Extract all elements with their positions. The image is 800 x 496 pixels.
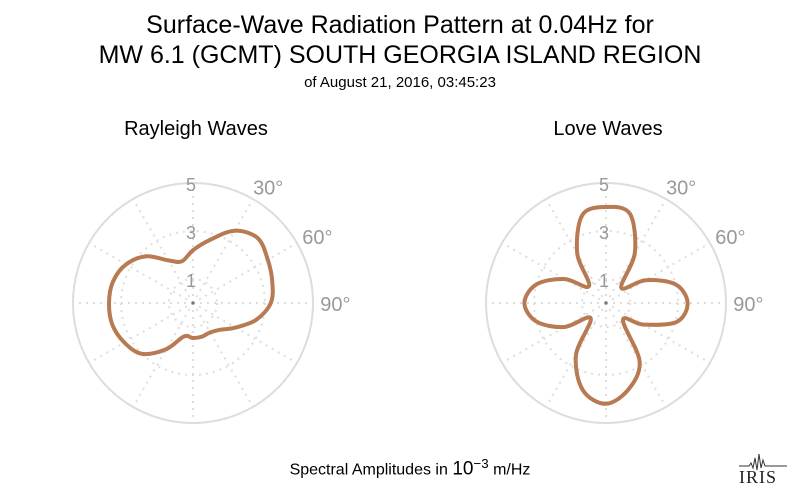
- radial-tick-label: 5: [186, 175, 196, 195]
- units-prefix: Spectral Amplitudes in: [289, 461, 453, 479]
- angular-spoke: [501, 302, 607, 364]
- angle-tick-label: 30°: [666, 178, 696, 200]
- radial-tick-label: 3: [599, 223, 609, 243]
- angular-spoke: [605, 198, 667, 304]
- radiation-pattern-curve: [106, 228, 275, 357]
- chart-title-event: MW 6.1 (GCMT) SOUTH GEORGIA ISLAND REGIO…: [98, 41, 702, 69]
- radial-tick-label: 1: [599, 271, 609, 291]
- chart-title: Surface-Wave Radiation Pattern at 0.04Hz…: [146, 11, 654, 39]
- center-point: [604, 301, 608, 305]
- angle-tick-label: 90°: [733, 294, 763, 316]
- radial-tick-label: 1: [186, 271, 196, 291]
- angular-spoke: [192, 302, 254, 408]
- love-polar-plot: 1 3 5 30° 60° 90°: [485, 175, 764, 424]
- angular-spoke: [545, 198, 607, 304]
- radial-tick-label: 3: [186, 223, 196, 243]
- angular-spoke: [132, 198, 194, 304]
- angle-tick-label: 90°: [320, 294, 350, 316]
- angular-spoke: [605, 302, 667, 408]
- angle-tick-label: 30°: [253, 178, 283, 200]
- chart-subtitle: of August 21, 2016, 03:45:23: [304, 74, 496, 91]
- units-base: 10: [452, 458, 474, 480]
- angle-tick-label: 60°: [715, 227, 745, 249]
- angular-spoke: [605, 302, 711, 364]
- angle-tick-label: 60°: [302, 227, 332, 249]
- angular-spoke: [192, 242, 298, 304]
- units-suffix: m/Hz: [488, 461, 531, 479]
- angular-spoke: [88, 242, 194, 304]
- seismogram-icon: [739, 453, 787, 471]
- angular-spoke: [605, 242, 711, 304]
- angular-spoke: [192, 302, 298, 364]
- angular-spoke: [132, 302, 194, 408]
- angular-spoke: [192, 198, 254, 304]
- love-panel-title: Love Waves: [553, 118, 663, 140]
- angular-spoke: [545, 302, 607, 408]
- radial-grid-circle: [581, 278, 631, 328]
- radial-tick-label: 5: [599, 175, 609, 195]
- radial-grid-circle: [168, 278, 218, 328]
- angular-spoke: [88, 302, 194, 364]
- radiation-pattern-curve: [522, 204, 690, 406]
- center-point: [191, 301, 195, 305]
- units-exponent: −3: [473, 456, 489, 471]
- rayleigh-polar-plot: 1 3 5 30° 60° 90°: [72, 175, 351, 424]
- rayleigh-panel-title: Rayleigh Waves: [124, 118, 268, 140]
- angular-spoke: [501, 242, 607, 304]
- amplitude-units-label: Spectral Amplitudes in 10−3 m/Hz: [0, 456, 800, 480]
- iris-wordmark: IRIS: [739, 467, 778, 487]
- iris-logo: IRIS: [739, 450, 787, 490]
